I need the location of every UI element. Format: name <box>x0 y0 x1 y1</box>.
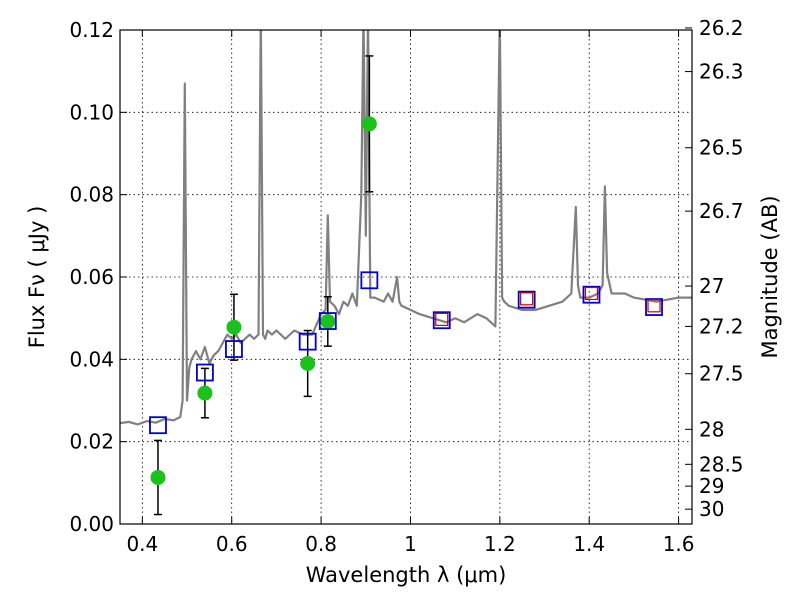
model-square <box>225 340 243 358</box>
photometry-point <box>320 313 336 329</box>
y-right-tick-label: 26.5 <box>699 136 744 160</box>
y-tick-label: 0.06 <box>69 265 114 289</box>
x-tick-label: 0.4 <box>126 532 158 556</box>
y-right-tick-label: 30 <box>699 497 724 521</box>
model-square <box>318 312 337 330</box>
model-square-small <box>647 299 661 313</box>
x-axis-label: Wavelength λ (μm) <box>306 563 507 587</box>
model-square <box>149 416 167 435</box>
x-tick-label: 0.6 <box>216 532 248 556</box>
model-square <box>360 271 379 290</box>
y-right-tick-label: 26.2 <box>699 16 744 40</box>
spectrum-line <box>120 30 692 426</box>
x-tick-label: 0.8 <box>305 532 337 556</box>
x-tick-label: 1.6 <box>663 532 695 556</box>
x-tick-label: 1 <box>404 532 417 556</box>
model-square <box>298 332 317 351</box>
y-right-tick-label: 26.7 <box>699 199 744 223</box>
grid <box>120 29 692 525</box>
photometry-point <box>150 469 166 485</box>
y-right-tick-label: 27 <box>699 274 724 298</box>
photometry-point <box>361 116 377 132</box>
y-axis-right-label: Magnitude (AB) <box>758 195 782 358</box>
model-square-small <box>584 286 599 301</box>
model-square-small <box>520 292 534 306</box>
model-square-small <box>435 312 449 327</box>
model-square <box>645 298 663 316</box>
y-right-tick-label: 27.5 <box>699 362 744 386</box>
model-square <box>517 290 536 309</box>
photometry-point <box>300 355 316 371</box>
model-square <box>196 363 214 382</box>
y-tick-label: 0.10 <box>69 100 114 124</box>
y-right-tick-label: 29 <box>699 474 724 498</box>
x-axis: 0.4 0.6 0.8 1 1.2 1.4 1.6 <box>126 30 695 556</box>
photometry-point <box>226 319 242 335</box>
x-tick-label: 1.4 <box>573 532 605 556</box>
model-square <box>582 285 601 304</box>
model-square <box>432 311 451 330</box>
x-tick-label: 1.2 <box>484 532 516 556</box>
y-right-tick-label: 27.2 <box>699 314 744 338</box>
photometry-point <box>197 385 213 401</box>
y-tick-label: 0.04 <box>69 347 114 371</box>
plot-area <box>120 30 692 516</box>
y-tick-label: 0.00 <box>69 512 114 536</box>
y-right-tick-label: 28.5 <box>699 452 744 476</box>
y-tick-label: 0.12 <box>69 18 114 42</box>
y-right-tick-label: 28 <box>699 417 724 441</box>
y-right-tick-label: 26.3 <box>699 60 744 84</box>
y-tick-label: 0.02 <box>69 430 114 454</box>
y-axis-label: Flux Fν ( μJy ) <box>25 206 49 349</box>
y-axis-left: 0.00 0.02 0.04 0.06 0.08 0.10 0.12 <box>69 18 127 536</box>
y-tick-label: 0.08 <box>69 183 114 207</box>
